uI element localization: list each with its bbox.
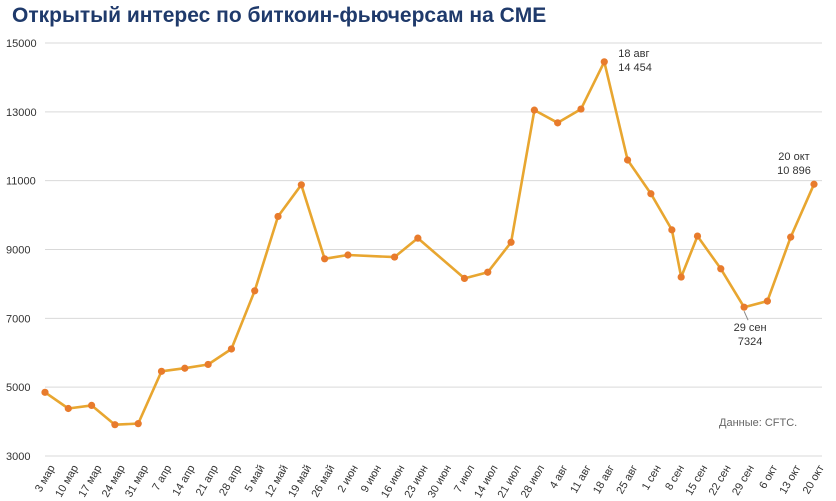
y-tick-label: 9000 bbox=[6, 245, 30, 257]
annotation-value: 7324 bbox=[738, 336, 762, 348]
data-point bbox=[157, 367, 166, 375]
x-tick-label: 2 июн bbox=[336, 463, 361, 495]
data-point bbox=[414, 234, 422, 242]
y-tick-label: 11000 bbox=[6, 176, 36, 188]
x-tick-label: 20 окт bbox=[801, 463, 827, 496]
data-point bbox=[111, 421, 119, 429]
data-point bbox=[507, 238, 515, 246]
data-point bbox=[530, 106, 538, 114]
data-point bbox=[717, 265, 725, 273]
chart-title: Открытый интерес по биткоин-фьючерсам на… bbox=[12, 4, 547, 27]
data-point bbox=[484, 268, 492, 276]
data-point bbox=[763, 297, 771, 305]
annotation-value: 14 454 bbox=[618, 62, 652, 74]
y-tick-label: 7000 bbox=[6, 313, 30, 325]
data-point bbox=[321, 255, 329, 263]
data-point bbox=[41, 388, 49, 396]
x-tick-label: 30 июн bbox=[426, 463, 454, 500]
x-tick-label: 8 сен bbox=[663, 463, 687, 492]
data-point bbox=[554, 119, 562, 127]
data-point bbox=[647, 190, 655, 198]
data-point bbox=[134, 420, 142, 428]
y-tick-label: 5000 bbox=[6, 382, 30, 394]
x-tick-label: 7 апр bbox=[150, 463, 174, 493]
data-point bbox=[204, 360, 212, 369]
data-point bbox=[677, 273, 685, 281]
y-tick-label: 13000 bbox=[6, 107, 37, 119]
x-tick-label: 18 авг bbox=[591, 463, 617, 496]
x-tick-label: 5 май bbox=[243, 463, 268, 494]
x-tick-label: 25 авг bbox=[614, 463, 640, 496]
source-note: Данные: CFTC. bbox=[719, 417, 798, 429]
x-tick-label: 3 мар bbox=[33, 463, 58, 494]
data-point bbox=[181, 364, 189, 372]
data-point bbox=[227, 345, 236, 353]
x-tick-label: 28 апр bbox=[217, 463, 244, 498]
data-point bbox=[668, 226, 676, 234]
data-point bbox=[787, 233, 795, 241]
data-point bbox=[64, 404, 72, 413]
data-point bbox=[274, 212, 282, 221]
data-point bbox=[88, 401, 96, 410]
grid-layer bbox=[45, 42, 822, 457]
marker-layer bbox=[41, 58, 818, 429]
data-point bbox=[577, 105, 585, 113]
x-tick-label: 29 сен bbox=[730, 463, 757, 498]
data-point bbox=[297, 181, 305, 189]
x-tick-label: 26 май bbox=[310, 463, 338, 499]
annotation-date: 20 окт bbox=[778, 151, 809, 163]
annotation-value: 10 896 bbox=[777, 165, 811, 177]
data-point bbox=[600, 58, 608, 66]
data-point bbox=[460, 274, 469, 283]
x-tick-label: 9 июн bbox=[359, 463, 384, 495]
data-point bbox=[344, 251, 352, 259]
annotation-date: 18 авг bbox=[618, 48, 649, 60]
annotation-date: 29 сен bbox=[734, 322, 767, 334]
data-point bbox=[740, 303, 748, 311]
x-tick-label: 31 мар bbox=[123, 463, 151, 499]
data-point bbox=[623, 156, 632, 164]
x-tick-label: 1 сен bbox=[640, 463, 664, 492]
y-tick-label: 15000 bbox=[6, 38, 37, 50]
annotation-layer: 18 авг 14 454 29 сен 7324 20 окт 10 896 bbox=[618, 48, 811, 348]
y-axis: 3000 5000 7000 9000 11000 13000 15000 bbox=[6, 38, 37, 463]
y-tick-label: 3000 bbox=[6, 451, 30, 463]
annotation-leader bbox=[743, 310, 749, 321]
data-point bbox=[390, 253, 399, 261]
x-tick-label: 6 окт bbox=[757, 463, 780, 491]
x-tick-label: 13 окт bbox=[777, 463, 803, 496]
x-tick-label: 4 авг bbox=[548, 463, 571, 491]
data-point bbox=[810, 180, 818, 188]
data-point bbox=[251, 287, 259, 295]
data-point bbox=[693, 232, 702, 240]
